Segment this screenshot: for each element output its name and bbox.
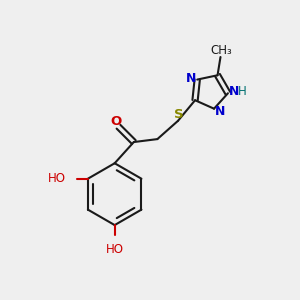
Text: CH₃: CH₃ — [210, 44, 232, 57]
Text: N: N — [186, 72, 196, 85]
Text: HO: HO — [48, 172, 66, 185]
Text: N: N — [229, 85, 240, 98]
Text: S: S — [174, 108, 183, 121]
Text: HO: HO — [106, 243, 124, 256]
Text: N: N — [215, 105, 226, 118]
Text: H: H — [238, 85, 246, 98]
Text: O: O — [110, 115, 121, 128]
